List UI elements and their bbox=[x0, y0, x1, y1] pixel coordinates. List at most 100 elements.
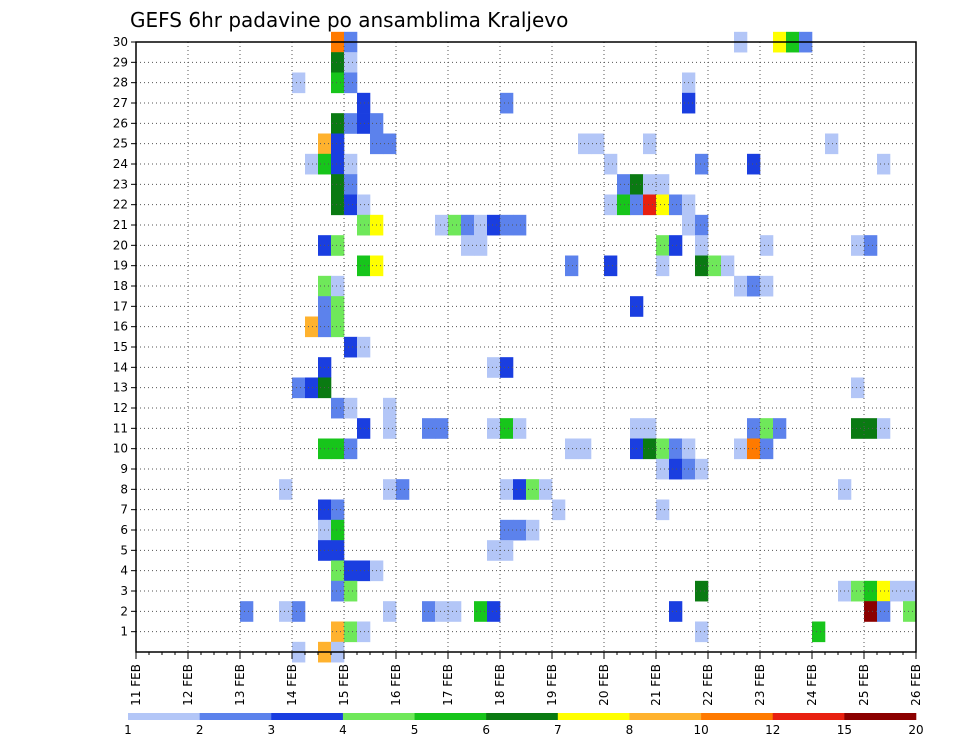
heatmap-cell bbox=[240, 601, 254, 622]
heatmap-cell bbox=[864, 580, 878, 602]
heatmap-cell bbox=[487, 214, 501, 236]
x-tick-label: 21 FEB bbox=[649, 664, 663, 706]
heatmap-cell bbox=[695, 580, 709, 602]
heatmap-cell bbox=[331, 72, 345, 94]
x-tick-label: 15 FEB bbox=[337, 664, 351, 706]
heatmap-cell bbox=[617, 174, 631, 195]
heatmap-cell bbox=[305, 153, 319, 175]
x-tick-label: 20 FEB bbox=[597, 664, 611, 706]
heatmap-cell bbox=[344, 438, 358, 460]
heatmap-cell bbox=[708, 255, 722, 277]
heatmap-cell bbox=[643, 438, 657, 460]
heatmap-cell bbox=[357, 621, 371, 643]
y-tick-label: 20 bbox=[113, 238, 128, 252]
y-axis: 1234567891011121314151617181920212223242… bbox=[113, 35, 136, 639]
heatmap-cell bbox=[604, 153, 618, 175]
heatmap-cell bbox=[357, 113, 371, 134]
heatmap-cell bbox=[656, 174, 670, 195]
heatmap-cell bbox=[643, 418, 657, 439]
heatmap-cell bbox=[344, 72, 358, 94]
colorbar-label: 2 bbox=[196, 723, 204, 737]
colorbar-label: 1 bbox=[124, 723, 132, 737]
x-tick-label: 11 FEB bbox=[129, 664, 143, 706]
colorbar-segment bbox=[844, 713, 917, 720]
heatmap-cell bbox=[344, 113, 358, 134]
heatmap-cell bbox=[656, 438, 670, 460]
x-tick-label: 22 FEB bbox=[701, 664, 715, 706]
heatmap-cell bbox=[864, 235, 878, 256]
heatmap-cell bbox=[487, 418, 501, 439]
heatmap-cell bbox=[331, 580, 345, 602]
heatmap-cell bbox=[747, 275, 761, 297]
heatmap-cell bbox=[903, 601, 917, 622]
y-tick-label: 5 bbox=[120, 543, 128, 557]
heatmap-cell bbox=[331, 296, 345, 317]
heatmap-cell bbox=[695, 255, 709, 277]
heatmap-cell bbox=[487, 601, 501, 622]
heatmap-cell bbox=[656, 499, 670, 521]
heatmap-cell bbox=[357, 418, 371, 439]
heatmap-cell bbox=[773, 418, 787, 439]
heatmap-cell bbox=[331, 194, 345, 216]
y-tick-label: 6 bbox=[120, 523, 128, 537]
heatmap-cell bbox=[331, 275, 345, 297]
heatmap-cell bbox=[383, 397, 397, 419]
heatmap-cell bbox=[435, 418, 449, 439]
heatmap-cell bbox=[331, 540, 345, 561]
x-tick-label: 17 FEB bbox=[441, 664, 455, 706]
heatmap-cell bbox=[383, 601, 397, 622]
heatmap-cell bbox=[747, 418, 761, 439]
heatmap-cell bbox=[513, 519, 527, 541]
heatmap-cell bbox=[292, 72, 306, 94]
x-axis: 11 FEB 12 FEB 13 FEB 14 FEB 15 FEB 16 FEB 17 F… bbox=[129, 652, 923, 706]
heatmap-cells bbox=[240, 31, 917, 663]
heatmap-cell bbox=[331, 560, 345, 582]
heatmap-cell bbox=[513, 418, 527, 439]
colorbar-label: 3 bbox=[267, 723, 275, 737]
colorbar-label: 8 bbox=[626, 723, 634, 737]
heatmap-cell bbox=[279, 479, 293, 500]
y-tick-label: 28 bbox=[113, 76, 128, 90]
heatmap-cell bbox=[383, 479, 397, 500]
y-tick-label: 7 bbox=[120, 503, 128, 517]
heatmap-cell bbox=[279, 601, 293, 622]
heatmap-cell bbox=[695, 235, 709, 256]
y-tick-label: 25 bbox=[113, 137, 128, 151]
heatmap-cell bbox=[695, 153, 709, 175]
heatmap-cell bbox=[500, 479, 514, 500]
heatmap-cell bbox=[331, 235, 345, 256]
y-tick-label: 27 bbox=[113, 96, 128, 110]
heatmap-cell bbox=[747, 438, 761, 460]
y-tick-label: 3 bbox=[120, 584, 128, 598]
heatmap-cell bbox=[656, 235, 670, 256]
colorbar-label: 12 bbox=[765, 723, 780, 737]
y-tick-label: 21 bbox=[113, 218, 128, 232]
x-tick-label: 26 FEB bbox=[909, 664, 923, 706]
heatmap-cell bbox=[565, 255, 579, 277]
y-tick-label: 11 bbox=[113, 421, 128, 435]
colorbar-segment bbox=[701, 713, 774, 720]
heatmap-cell bbox=[461, 235, 475, 256]
colorbar-label: 10 bbox=[693, 723, 708, 737]
colorbar-label: 5 bbox=[411, 723, 419, 737]
y-tick-label: 24 bbox=[113, 157, 128, 171]
heatmap-cell bbox=[292, 601, 306, 622]
heatmap-cell bbox=[500, 540, 514, 561]
y-tick-label: 10 bbox=[113, 442, 128, 456]
heatmap-cell bbox=[812, 621, 826, 643]
heatmap-cell bbox=[331, 397, 345, 419]
colorbar-label: 20 bbox=[908, 723, 923, 737]
heatmap-cell bbox=[825, 133, 839, 155]
heatmap-cell bbox=[513, 479, 527, 500]
heatmap-cell bbox=[357, 255, 371, 277]
heatmap-cell bbox=[643, 194, 657, 216]
colorbar-legend: 1 2 3 4 5 6 7 8 10 12 15 20 bbox=[124, 713, 924, 737]
x-tick-label: 13 FEB bbox=[233, 664, 247, 706]
colorbar-segment bbox=[342, 713, 415, 720]
heatmap-cell bbox=[604, 255, 618, 277]
heatmap-cell bbox=[305, 316, 319, 338]
heatmap-cell bbox=[851, 377, 865, 399]
heatmap-cell bbox=[487, 357, 501, 378]
y-tick-label: 30 bbox=[113, 35, 128, 49]
y-tick-label: 23 bbox=[113, 177, 128, 191]
